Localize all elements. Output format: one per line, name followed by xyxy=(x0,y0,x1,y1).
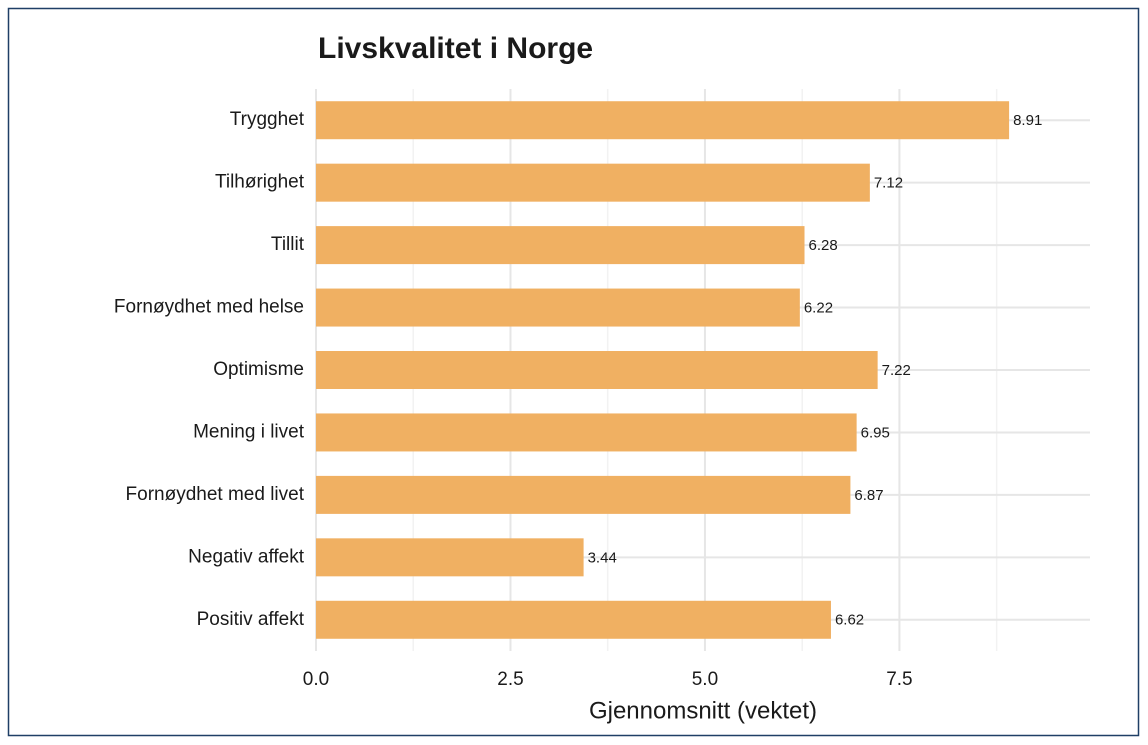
x-tick-label: 2.5 xyxy=(497,669,523,690)
value-label: 6.28 xyxy=(809,237,838,254)
bar xyxy=(316,101,1010,140)
bar xyxy=(316,600,831,639)
bar xyxy=(316,413,857,452)
value-label: 6.87 xyxy=(854,487,883,504)
value-label: 7.12 xyxy=(874,175,903,192)
y-tick-label: Trygghet xyxy=(230,109,305,130)
y-tick-label: Mening i livet xyxy=(193,421,305,442)
y-tick-label: Negativ affekt xyxy=(188,546,305,567)
value-label: 7.22 xyxy=(882,362,911,379)
y-tick-label: Tillit xyxy=(271,234,305,255)
chart-title: Livskvalitet i Norge xyxy=(318,32,593,65)
value-label: 3.44 xyxy=(588,549,617,566)
value-label: 6.22 xyxy=(804,300,833,317)
value-label: 6.95 xyxy=(861,424,890,441)
x-axis-title: Gjennomsnitt (vektet) xyxy=(589,697,817,724)
bar xyxy=(316,538,584,577)
bar xyxy=(316,163,870,202)
value-label: 8.91 xyxy=(1013,112,1042,129)
y-tick-label: Optimisme xyxy=(213,359,304,380)
y-tick-label: Fornøydhet med helse xyxy=(114,297,304,318)
bar xyxy=(316,475,851,514)
bar xyxy=(316,351,878,389)
value-label: 6.62 xyxy=(835,612,864,629)
x-tick-label: 0.0 xyxy=(303,669,329,690)
bar xyxy=(316,226,805,265)
x-tick-label: 5.0 xyxy=(692,669,718,690)
x-tick-label: 7.5 xyxy=(886,669,912,690)
y-tick-label: Positiv affekt xyxy=(197,609,305,630)
bar xyxy=(316,288,800,327)
y-tick-label: Fornøydhet med livet xyxy=(126,484,305,505)
y-tick-label: Tilhørighet xyxy=(215,172,305,193)
